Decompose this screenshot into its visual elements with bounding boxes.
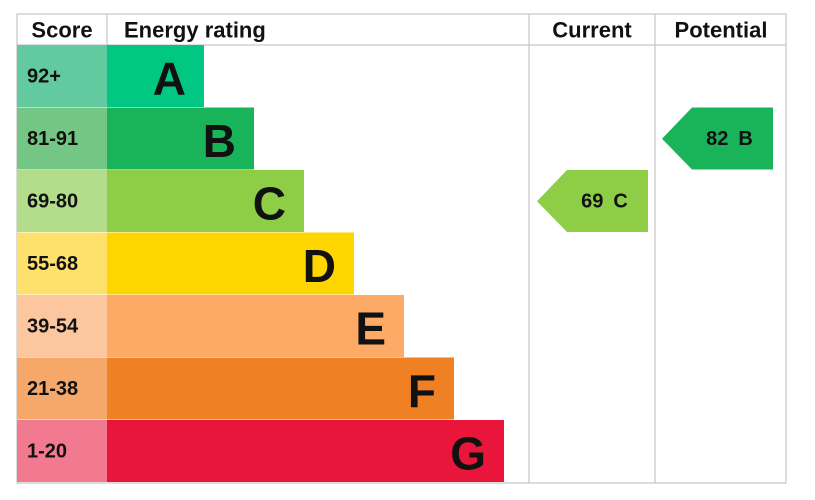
- score-cell: [17, 232, 107, 295]
- score-cell: [17, 170, 107, 232]
- rating-bar: [107, 357, 454, 420]
- score-cell: [17, 45, 107, 107]
- score-cell: [17, 107, 107, 170]
- score-range: 81-91: [27, 128, 78, 150]
- rating-letter: G: [450, 427, 486, 479]
- current-arrow: [537, 170, 648, 232]
- rating-letter: E: [355, 302, 386, 354]
- potential-value: 82: [706, 128, 728, 150]
- score-cell: [17, 295, 107, 357]
- rating-bar: [107, 107, 254, 170]
- score-range: 69-80: [27, 190, 78, 212]
- current-letter: C: [613, 190, 627, 212]
- rating-letter: F: [408, 365, 436, 417]
- rating-bar: [107, 420, 504, 482]
- score-range: 1-20: [27, 440, 67, 462]
- rating-bar: [107, 45, 204, 107]
- rating-letter: D: [303, 240, 336, 292]
- rating-letter: B: [203, 115, 236, 167]
- potential-arrow: [662, 107, 773, 170]
- score-range: 92+: [27, 65, 61, 87]
- current-value: 69: [581, 190, 603, 212]
- rating-letter: C: [253, 177, 286, 229]
- score-cell: [17, 357, 107, 420]
- header-score: Score: [31, 18, 92, 43]
- rating-bar: [107, 170, 304, 232]
- header-potential: Potential: [675, 18, 768, 43]
- current-label: 69 C: [581, 190, 628, 212]
- potential-label: 82 B: [706, 128, 753, 150]
- score-range: 55-68: [27, 253, 78, 275]
- score-range: 39-54: [27, 315, 79, 337]
- header-rating: Energy rating: [124, 18, 266, 43]
- rating-bar: [107, 295, 404, 357]
- rating-bar: [107, 232, 354, 295]
- score-range: 21-38: [27, 378, 78, 400]
- rating-letter: A: [153, 52, 186, 104]
- potential-letter: B: [738, 128, 752, 150]
- header-current: Current: [552, 18, 632, 43]
- score-cell: [17, 420, 107, 482]
